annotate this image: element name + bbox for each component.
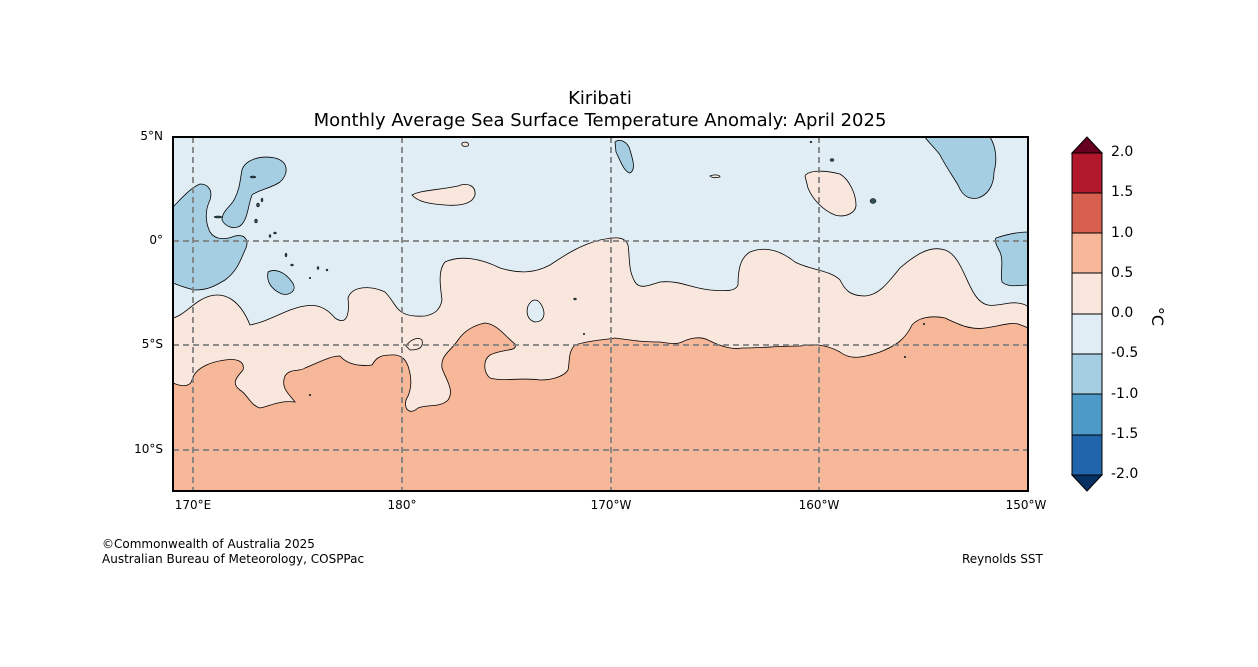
colorbar-segment-1.0-1.5 xyxy=(1071,192,1103,234)
colorbar-unit-label: °C xyxy=(1148,306,1168,327)
colorbar-tick: 0.5 xyxy=(1111,265,1134,281)
map-subtitle: Monthly Average Sea Surface Temperature … xyxy=(313,110,887,131)
colorbar xyxy=(1070,136,1104,492)
lat-label-0: 0° xyxy=(149,233,163,247)
colorbar-tick: -1.0 xyxy=(1111,386,1139,402)
data-source-credit: Reynolds SST xyxy=(962,552,1043,566)
colorbar-segment-0.5-1.0 xyxy=(1071,232,1103,274)
anomaly-warm-islands xyxy=(411,141,857,217)
colorbar-tick: -1.5 xyxy=(1111,426,1139,442)
lon-label-170e: 170°E xyxy=(174,498,212,512)
credit-line-1: ©Commonwealth of Australia 2025 xyxy=(102,537,315,551)
map-title: Kiribati xyxy=(568,88,632,109)
colorbar-segment-neg1.5-neg1.0 xyxy=(1071,393,1103,436)
anomaly-band-neg10-neg05 xyxy=(172,136,1029,295)
anomaly-cool-blob-south xyxy=(526,299,545,323)
lat-label-5n: 5°N xyxy=(140,129,163,143)
colorbar-tick: -2.0 xyxy=(1111,466,1139,482)
lon-label-170w: 170°W xyxy=(590,498,632,512)
colorbar-segment-1.5-2.0 xyxy=(1071,152,1103,194)
colorbar-segment-0.0-0.5 xyxy=(1071,272,1103,315)
anomaly-band-05-10 xyxy=(172,316,1029,492)
colorbar-tick: 0.0 xyxy=(1111,305,1134,321)
lat-label-10s: 10°S xyxy=(134,442,163,456)
colorbar-tick: 1.0 xyxy=(1111,225,1134,241)
colorbar-extend-bottom xyxy=(1070,474,1104,492)
colorbar-segment-neg2.0-neg1.5 xyxy=(1071,434,1103,476)
lon-label-160w: 160°W xyxy=(798,498,840,512)
colorbar-segment-neg1.0-neg0.5 xyxy=(1071,353,1103,395)
colorbar-segment-neg0.5-0.0 xyxy=(1071,313,1103,355)
colorbar-tick: -0.5 xyxy=(1111,345,1139,361)
islands xyxy=(213,140,926,397)
lat-label-5s: 5°S xyxy=(141,337,163,351)
colorbar-extend-top xyxy=(1070,136,1104,154)
colorbar-tick: 1.5 xyxy=(1111,184,1134,200)
lon-label-180: 180° xyxy=(387,498,417,512)
credit-line-2: Australian Bureau of Meteorology, COSPPa… xyxy=(102,552,365,566)
lon-label-150w: 150°W xyxy=(1005,498,1047,512)
colorbar-tick: 2.0 xyxy=(1111,144,1134,160)
map-frame xyxy=(172,136,1029,492)
copyright-credit: ©Commonwealth of Australia 2025 Australi… xyxy=(102,537,364,567)
gridlines xyxy=(173,137,1028,491)
